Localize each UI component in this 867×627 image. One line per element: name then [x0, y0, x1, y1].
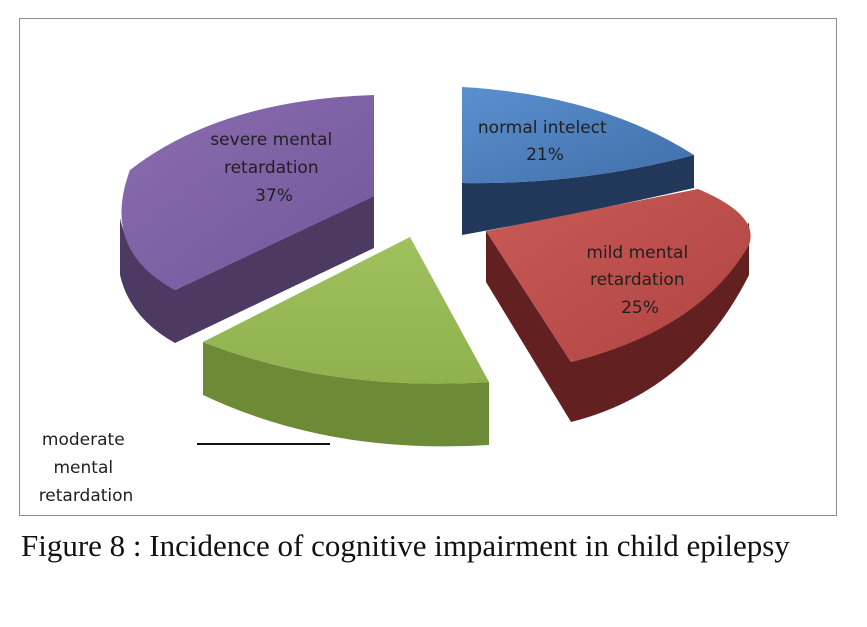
- figure-caption: Figure 8 : Incidence of cognitive impair…: [21, 528, 790, 563]
- slice-mild-mental-retardation-top: [486, 189, 751, 362]
- slice-label-moderate-mental-retardation: moderate mental retardation: [39, 430, 134, 506]
- slice-severe-mental-retardation-top: [121, 95, 374, 290]
- slice-mild-mental-retardation: mild mental retardation 25%: [486, 189, 751, 422]
- slice-severe-mental-retardation: severe mental retardation 37%: [120, 95, 374, 343]
- slice-label-severe-mental-retardation: severe mental retardation 37%: [210, 130, 337, 206]
- slice-label-normal-intelect: normal intelect 21%: [478, 118, 612, 165]
- slice-label-mild-mental-retardation: mild mental retardation 25%: [586, 243, 693, 318]
- slice-mild-mental-retardation-side: [486, 222, 749, 422]
- slice-severe-mental-retardation-side: [120, 196, 374, 343]
- slice-moderate-mental-retardation: [197, 237, 489, 447]
- slice-moderate-mental-retardation-top: [203, 237, 489, 384]
- slice-normal-intelect-side: [462, 87, 694, 235]
- slice-normal-intelect: normal intelect 21%: [462, 87, 694, 235]
- slice-moderate-mental-retardation-side: [203, 342, 489, 447]
- slice-normal-intelect-top: [462, 87, 694, 184]
